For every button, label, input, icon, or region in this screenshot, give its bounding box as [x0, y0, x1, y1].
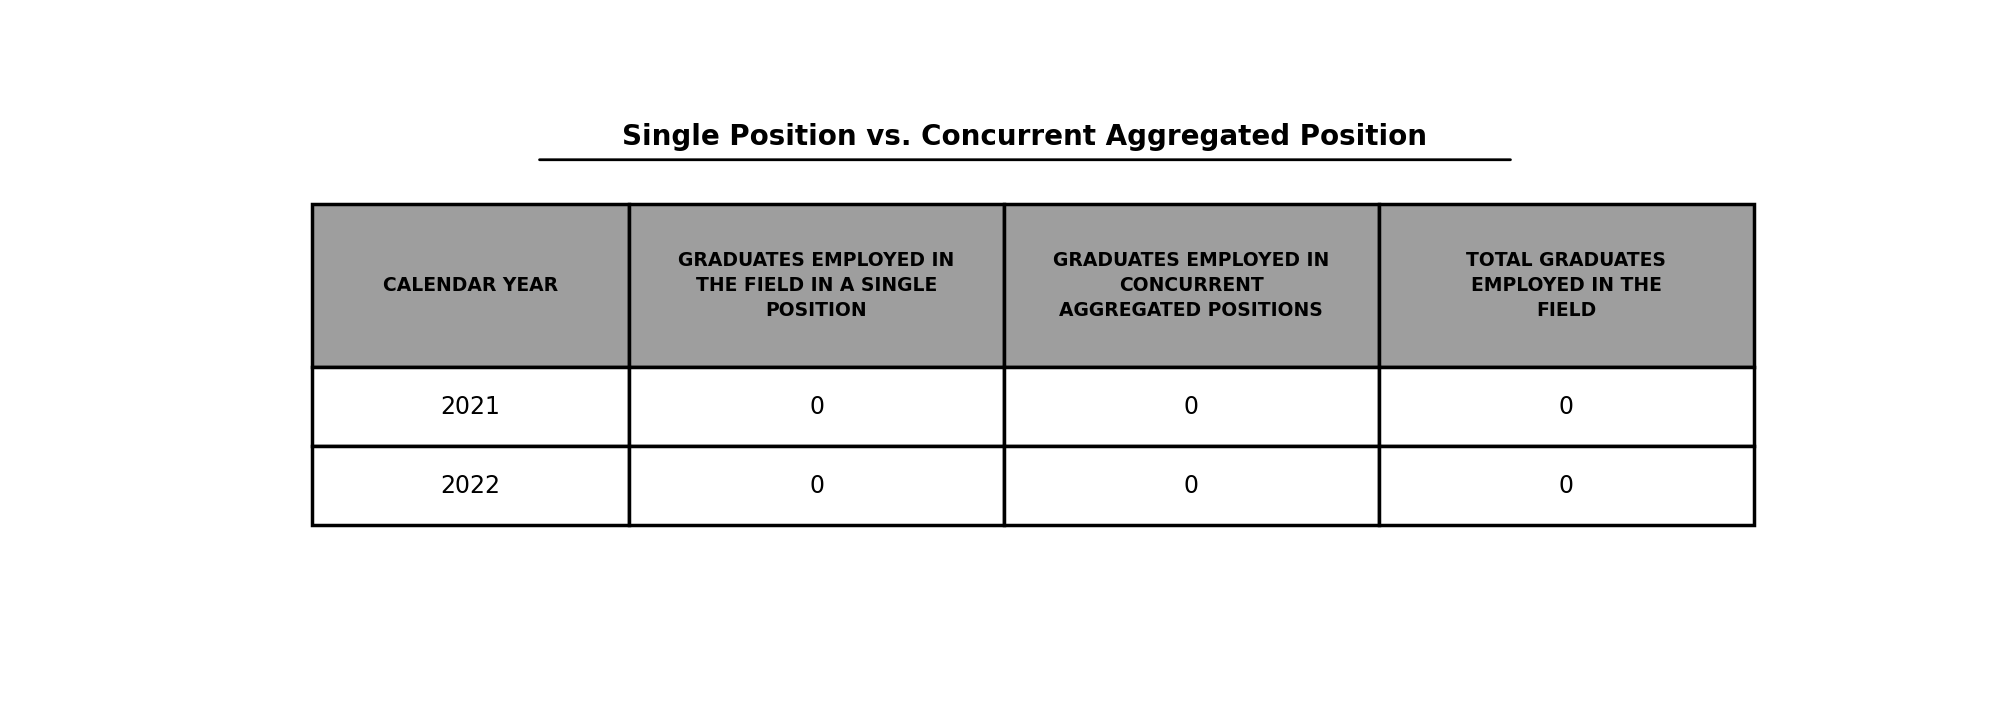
Bar: [1378, 446, 1754, 525]
Text: 0: 0: [810, 395, 824, 419]
Text: 0: 0: [810, 474, 824, 498]
Bar: [630, 446, 1004, 525]
Text: 2021: 2021: [440, 395, 500, 419]
Text: GRADUATES EMPLOYED IN
CONCURRENT
AGGREGATED POSITIONS: GRADUATES EMPLOYED IN CONCURRENT AGGREGA…: [1054, 251, 1330, 321]
Text: TOTAL GRADUATES
EMPLOYED IN THE
FIELD: TOTAL GRADUATES EMPLOYED IN THE FIELD: [1466, 251, 1666, 321]
Text: Single Position vs. Concurrent Aggregated Position: Single Position vs. Concurrent Aggregate…: [622, 123, 1428, 151]
Bar: [1378, 204, 1754, 367]
Text: 0: 0: [1184, 474, 1198, 498]
Bar: [312, 204, 630, 367]
Text: GRADUATES EMPLOYED IN
THE FIELD IN A SINGLE
POSITION: GRADUATES EMPLOYED IN THE FIELD IN A SIN…: [678, 251, 954, 321]
Text: 2022: 2022: [440, 474, 500, 498]
Text: 0: 0: [1184, 395, 1198, 419]
Text: 0: 0: [1558, 395, 1574, 419]
Bar: [312, 446, 630, 525]
Text: CALENDAR YEAR: CALENDAR YEAR: [384, 276, 558, 295]
Bar: [1378, 367, 1754, 446]
Bar: [630, 367, 1004, 446]
Bar: [1004, 446, 1378, 525]
Bar: [630, 204, 1004, 367]
Text: 0: 0: [1558, 474, 1574, 498]
Bar: [312, 367, 630, 446]
Bar: [1004, 367, 1378, 446]
Bar: [1004, 204, 1378, 367]
